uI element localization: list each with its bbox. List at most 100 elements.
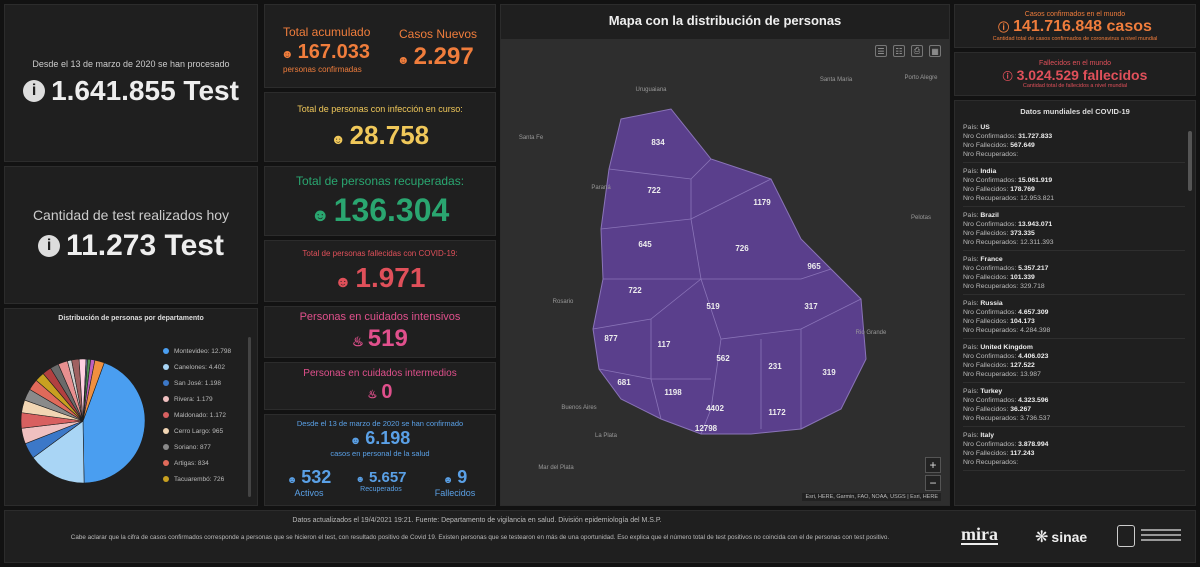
confirmed-value: 4.657.309	[1018, 309, 1049, 316]
legend-label: Rivera: 1.179	[174, 395, 213, 403]
recovered-value: 12.311.393	[1020, 239, 1054, 246]
tests-today-value: 11.273 Test	[66, 229, 224, 262]
legend-swatch	[163, 476, 169, 482]
person-icon: ☻	[397, 53, 410, 67]
country-name: India	[980, 168, 997, 175]
recovered-row: Nro Recuperados: 12.311.393	[963, 238, 1185, 247]
confirmed-value: 3.878.994	[1018, 441, 1049, 448]
world-list-item[interactable]: País: Italy Nro Confirmados: 3.878.994 Nro…	[963, 427, 1185, 471]
legend-item[interactable]: San José: 1.198	[163, 375, 243, 391]
uruguay-shape	[592, 108, 867, 435]
accumulated-sub: personas confirmadas	[283, 65, 362, 74]
icu-label: Personas en cuidados intensivos	[299, 311, 461, 323]
legend-item[interactable]: Montevideo: 12.798	[163, 343, 243, 359]
world-list-item[interactable]: País: Brazil Nro Confirmados: 13.943.071 N…	[963, 207, 1185, 251]
recovered-row: Nro Recuperados: 3.736.537	[963, 414, 1185, 423]
legend-label: Artigas: 834	[174, 459, 209, 467]
basemap-icon[interactable]: ▦	[929, 45, 941, 57]
deaths-row: Nro Fallecidos: 373.335	[963, 229, 1185, 238]
deaths-value: 567.649	[1010, 142, 1035, 149]
map-canvas[interactable]: 834 722 1179 645 726 965 722 519 317 877…	[501, 39, 949, 505]
legend-scrollbar[interactable]	[248, 337, 251, 497]
print-icon[interactable]: ⎙	[911, 45, 923, 57]
map-place-parana: Paraná	[591, 185, 611, 191]
footer-updated: Datos actualizados el 19/4/2021 19:21. F…	[292, 517, 662, 524]
deaths-prefix: Nro Fallecidos:	[963, 362, 1009, 369]
pie-slice-canelones[interactable]	[32, 420, 85, 484]
confirmed-value: 15.061.919	[1018, 177, 1053, 184]
sinae-logo: ❋ sinae	[1035, 527, 1087, 547]
recovered-value: 12.953.821	[1020, 195, 1055, 202]
world-list-scrollbar[interactable]	[1188, 131, 1192, 191]
deaths-row: Nro Fallecidos: 127.522	[963, 361, 1185, 370]
world-list-item[interactable]: País: India Nro Confirmados: 15.061.919 Nr…	[963, 163, 1185, 207]
legend-item[interactable]: Cerro Largo: 965	[163, 423, 243, 439]
pie-slice-montevideo[interactable]	[82, 362, 146, 484]
department-pie-chart	[20, 358, 146, 484]
recovered-prefix: Nro Recuperados:	[963, 327, 1019, 334]
deaths-prefix: Nro Fallecidos:	[963, 230, 1009, 237]
info-icon: i	[38, 235, 61, 257]
recovered-prefix: Nro Recuperados:	[963, 239, 1019, 246]
legend-item[interactable]: Artigas: 834	[163, 455, 243, 471]
deaths-value: 178.769	[1010, 186, 1035, 193]
deaths-row: Nro Fallecidos: 117.243	[963, 449, 1185, 458]
sinae-label: sinae	[1051, 529, 1088, 545]
tests-today-panel: Cantidad de test realizados hoy i 11.273…	[4, 166, 258, 304]
dept-label-rio-negro: 722	[628, 286, 642, 295]
confirmed-prefix: Nro Confirmados:	[963, 177, 1017, 184]
recovered-row: Nro Recuperados: 4.284.398	[963, 326, 1185, 335]
legend-item[interactable]: Canelones: 4.402	[163, 359, 243, 375]
world-list-item[interactable]: País: US Nro Confirmados: 31.727.833 Nro F…	[963, 119, 1185, 163]
bed-icon: ♨	[367, 389, 378, 401]
confirmed-prefix: Nro Confirmados:	[963, 133, 1017, 140]
world-list-item[interactable]: País: Turkey Nro Confirmados: 4.323.596 Nr…	[963, 383, 1185, 427]
department-legend: Montevideo: 12.798 Canelones: 4.402 San Jo…	[163, 343, 243, 487]
confirmed-row: Nro Confirmados: 5.357.217	[963, 264, 1185, 273]
country-name: Brazil	[980, 212, 999, 219]
person-icon: ☻	[310, 204, 330, 225]
legend-item[interactable]: Tacuarembó: 726	[163, 471, 243, 487]
world-list-item[interactable]: País: Russia Nro Confirmados: 4.657.309 Nr…	[963, 295, 1185, 339]
world-cases-label: Casos confirmados en el mundo	[1024, 10, 1126, 18]
world-list[interactable]: País: US Nro Confirmados: 31.727.833 Nro F…	[963, 119, 1185, 501]
map-place-mar-del-plata: Mar del Plata	[538, 465, 574, 471]
zoom-in-button[interactable]: +	[925, 457, 941, 473]
tests-total-value: 1.641.855 Test	[51, 75, 239, 106]
world-list-item[interactable]: País: France Nro Confirmados: 5.357.217 Nr…	[963, 251, 1185, 295]
legend-swatch	[163, 348, 169, 354]
confirmed-value: 4.406.023	[1018, 353, 1049, 360]
world-list-item[interactable]: País: United Kingdom Nro Confirmados: 4.4…	[963, 339, 1185, 383]
legend-item[interactable]: Soriano: 877	[163, 439, 243, 455]
list-icon[interactable]: ☷	[893, 45, 905, 57]
dept-label-soriano: 877	[604, 334, 618, 343]
msp-logo-text	[1141, 529, 1181, 543]
pie-slice-r-o-negro[interactable]	[82, 359, 105, 422]
confirmed-prefix: Nro Confirmados:	[963, 441, 1017, 448]
country-name: US	[980, 124, 990, 131]
footer-note: Cabe aclarar que la cifra de casos confi…	[70, 534, 890, 541]
confirmed-prefix: Nro Confirmados:	[963, 309, 1017, 316]
legend-item[interactable]: Maldonado: 1.172	[163, 407, 243, 423]
map-place-uruguaiana: Uruguaiana	[635, 87, 667, 93]
dept-label-maldonado: 1172	[768, 408, 786, 417]
legend-swatch	[163, 428, 169, 434]
recovered-label: Total de personas recuperadas:	[295, 173, 465, 188]
confirmed-row: Nro Confirmados: 31.727.833	[963, 132, 1185, 141]
health-staff-deceased-value: 9	[457, 467, 468, 487]
layers-icon[interactable]: ☰	[875, 45, 887, 57]
confirmed-value: 31.727.833	[1018, 133, 1053, 140]
zoom-out-button[interactable]: −	[925, 475, 941, 491]
accumulated-label: Total acumulado	[283, 25, 371, 39]
map-place-pelotas: Pelotas	[911, 215, 931, 221]
person-icon: ☻	[286, 475, 298, 486]
country-row: País: US	[963, 123, 1185, 132]
legend-item[interactable]: Rivera: 1.179	[163, 391, 243, 407]
deaths-value: 101.339	[1010, 274, 1035, 281]
dept-label-colonia: 681	[617, 378, 631, 387]
msp-seal-icon	[1117, 525, 1135, 547]
country-prefix: País:	[963, 432, 979, 439]
person-icon: ☻	[355, 474, 365, 484]
country-prefix: País:	[963, 388, 979, 395]
accumulated-panel: Total acumulado ☻ 167.033 personas confir…	[264, 4, 496, 88]
